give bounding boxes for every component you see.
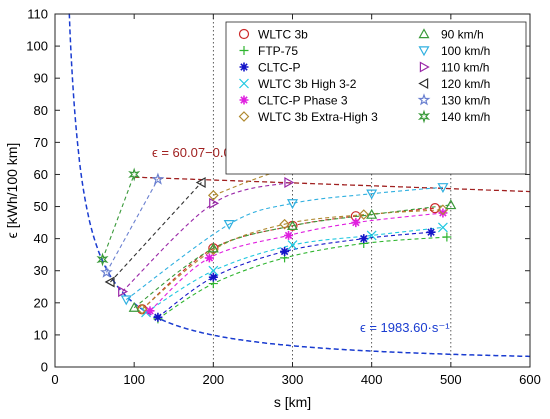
speed-series-4-point <box>151 172 165 185</box>
speed-series-2-line <box>121 181 289 292</box>
legend-marker <box>238 111 250 122</box>
x-tick-label: 300 <box>282 372 304 387</box>
speed-series-3-line <box>110 182 202 283</box>
y-tick-label: 30 <box>34 263 48 278</box>
legend-label: 130 km/h <box>441 94 490 108</box>
legend-label: WLTC 3b Extra-High 3 <box>258 110 378 124</box>
cycle-series-2-point <box>208 272 218 282</box>
x-axis-title: s [km] <box>274 394 311 410</box>
cycle-series-1-point <box>442 232 452 242</box>
legend-label: 120 km/h <box>441 77 490 91</box>
cycle-series-2-line <box>157 231 432 318</box>
speed-series-1-point <box>366 189 378 200</box>
speed-series-2-point <box>284 176 295 188</box>
speed-series-5-point <box>96 252 109 267</box>
legend-label: 140 km/h <box>441 110 490 124</box>
cycle-series-5-point <box>279 218 290 230</box>
cycle-series-2-point <box>153 312 163 322</box>
y-tick-label: 110 <box>27 7 48 22</box>
cycle-series-3-point <box>366 230 377 241</box>
x-tick-label: 200 <box>202 372 224 387</box>
x-tick-label: 100 <box>123 372 145 387</box>
y-tick-label: 0 <box>41 360 48 375</box>
cycle-series-4-point <box>204 253 214 263</box>
speed-series-4-point <box>100 265 113 278</box>
speed-series-0-point <box>445 199 457 210</box>
speed-series-0-point <box>286 220 299 230</box>
legend-label: WLTC 3b High 3-2 <box>258 77 357 91</box>
legend-label: 110 km/h <box>441 61 489 75</box>
x-tick-label: 0 <box>51 372 58 387</box>
legend-label: 100 km/h <box>441 44 490 58</box>
speed-series-5-line <box>101 174 135 260</box>
legend-marker <box>418 28 430 39</box>
legend-label: CLTC-P <box>258 61 300 75</box>
speed-series-1-point <box>223 219 235 230</box>
y-tick-label: 70 <box>34 135 48 150</box>
cycle-series-4-point <box>438 208 448 218</box>
y-tick-label: 60 <box>34 167 48 182</box>
legend-marker <box>419 61 430 73</box>
fit-label-hyperbolic: ϵ = 1983.60·s⁻¹ <box>360 320 450 335</box>
cycle-series-2-point <box>280 246 290 256</box>
legend-marker <box>418 77 429 90</box>
legend-marker <box>239 46 249 55</box>
y-tick-label: 90 <box>34 71 48 86</box>
extra-series-point <box>207 189 219 201</box>
legend-marker <box>238 28 250 40</box>
y-tick-label: 50 <box>34 199 48 214</box>
speed-series-1-point <box>286 199 299 210</box>
cycle-series-4-point <box>351 218 361 228</box>
speed-series-1-point <box>120 295 132 306</box>
speed-series-0-point <box>207 242 219 253</box>
legend-label: FTP-75 <box>258 44 298 58</box>
legend-marker <box>417 109 431 124</box>
speed-series-4-line <box>105 179 159 273</box>
speed-series-3-point <box>104 276 115 288</box>
cycle-series-3-point <box>208 265 219 276</box>
speed-series-0-point <box>128 301 140 312</box>
cycle-series-4-point <box>145 306 155 316</box>
legend-marker <box>417 93 431 106</box>
speed-series-3-point <box>195 176 206 188</box>
cycle-series-5-point <box>358 209 370 220</box>
speed-series-2-point <box>209 197 220 209</box>
legend-label: WLTC 3b <box>258 28 308 42</box>
cycle-series-4-point <box>284 230 294 240</box>
cycle-series-5-point <box>136 303 148 315</box>
y-tick-label: 40 <box>34 231 48 246</box>
cycle-series-3-point <box>437 222 448 233</box>
legend-marker <box>239 78 249 89</box>
speed-series-1-point <box>437 183 449 194</box>
y-axis-title: ϵ [kWh/100 km] <box>4 143 20 239</box>
y-tick-label: 20 <box>34 295 48 310</box>
speed-series-0-point <box>366 208 378 219</box>
y-tick-label: 10 <box>34 327 48 342</box>
legend-label: CLTC-P Phase 3 <box>258 94 348 108</box>
legend-label: 90 km/h <box>441 28 484 42</box>
y-tick-label: 100 <box>26 39 48 54</box>
x-tick-label: 400 <box>361 372 383 387</box>
legend-marker <box>239 95 249 105</box>
cycle-series-5-line <box>141 209 443 310</box>
speed-series-1-line <box>125 186 443 301</box>
cycle-series-2-point <box>426 227 436 237</box>
y-tick-label: 80 <box>34 103 48 118</box>
speed-series-0-line <box>133 204 451 309</box>
fit-curve-linear <box>134 176 531 193</box>
legend-marker <box>418 46 430 57</box>
x-tick-label: 600 <box>519 372 541 387</box>
legend-marker <box>239 62 249 72</box>
speed-series-5-point <box>128 167 141 182</box>
speed-series-2-point <box>118 286 129 298</box>
cycle-series-3-point <box>287 240 298 250</box>
legend-box <box>225 21 527 175</box>
x-tick-label: 500 <box>440 372 462 387</box>
cycle-series-2-point <box>359 234 369 244</box>
